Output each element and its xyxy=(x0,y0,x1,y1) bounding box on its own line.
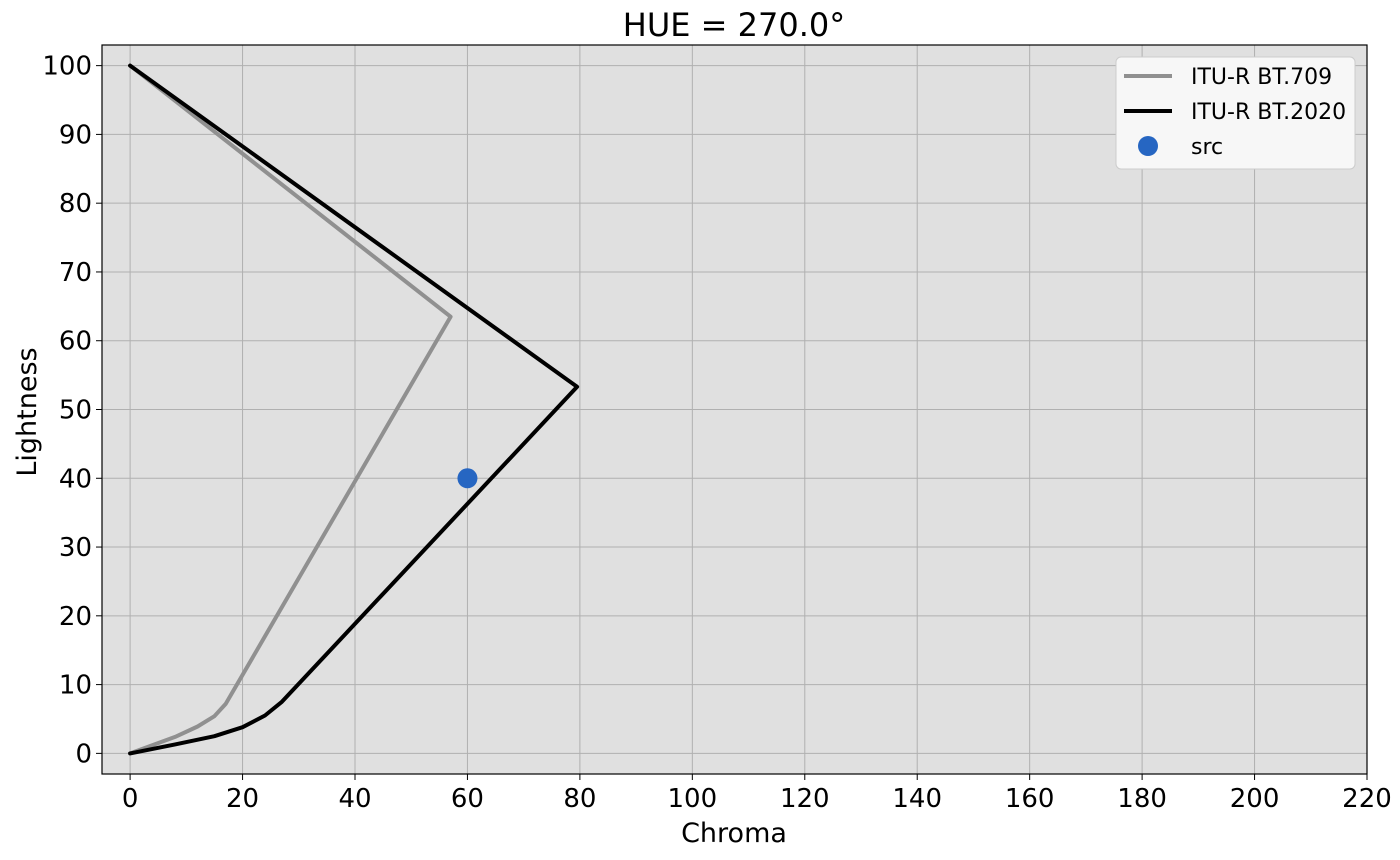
legend-label-itu-r-bt-2020: ITU-R BT.2020 xyxy=(1191,100,1346,125)
x-tick-label: 120 xyxy=(780,784,830,814)
legend-label-src: src xyxy=(1191,135,1223,160)
y-tick-label: 0 xyxy=(75,739,92,769)
x-tick-label: 220 xyxy=(1342,784,1392,814)
legend-swatch-src xyxy=(1138,136,1158,156)
x-tick-label: 100 xyxy=(668,784,718,814)
x-tick-label: 180 xyxy=(1117,784,1167,814)
legend-label-itu-r-bt-709: ITU-R BT.709 xyxy=(1191,65,1332,90)
x-tick-label: 40 xyxy=(338,784,371,814)
y-tick-label: 10 xyxy=(59,671,92,701)
legend-box xyxy=(1115,56,1356,170)
series-line-itu-r-bt-2020 xyxy=(128,63,580,756)
x-tick-label: 60 xyxy=(451,784,484,814)
x-tick-label: 160 xyxy=(1005,784,1055,814)
series-line-itu-r-bt-709 xyxy=(128,63,453,756)
x-tick-label: 80 xyxy=(563,784,596,814)
y-tick-label: 90 xyxy=(59,120,92,150)
y-tick-label: 40 xyxy=(59,464,92,494)
x-tick-label: 20 xyxy=(226,784,259,814)
y-tick-label: 20 xyxy=(59,602,92,632)
series-layer xyxy=(128,63,580,756)
x-axis-label: Chroma xyxy=(681,818,787,849)
y-tick-label: 30 xyxy=(59,533,92,563)
x-tick-label: 140 xyxy=(892,784,942,814)
chart-title: HUE = 270.0° xyxy=(623,6,845,44)
ticks: 0 20 40 60 80 100 120 140 160 180 200 220 0 10 20 30 40 5… xyxy=(42,52,1391,814)
grid xyxy=(102,45,1368,774)
x-tick-label: 0 xyxy=(122,784,139,814)
y-tick-label: 80 xyxy=(59,189,92,219)
y-tick-label: 50 xyxy=(59,396,92,426)
y-axis-label: Lightness xyxy=(12,347,43,476)
y-tick-label: 70 xyxy=(59,258,92,288)
legend: ITU-R BT.709 ITU-R BT.2020 src xyxy=(1115,56,1356,170)
y-tick-label: 60 xyxy=(59,327,92,357)
y-tick-label: 100 xyxy=(42,52,92,82)
series-point-src xyxy=(457,468,478,489)
x-tick-label: 200 xyxy=(1230,784,1280,814)
